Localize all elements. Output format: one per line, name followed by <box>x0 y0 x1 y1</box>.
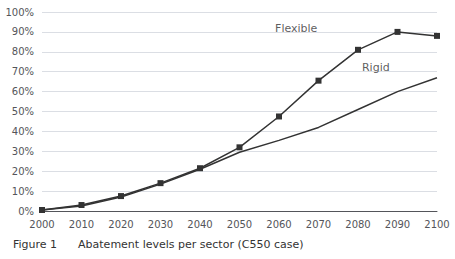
svg-text:40%: 40% <box>12 126 34 137</box>
svg-text:2060: 2060 <box>266 219 291 230</box>
svg-text:2010: 2010 <box>69 219 94 230</box>
svg-text:Rigid: Rigid <box>362 61 390 74</box>
svg-text:10%: 10% <box>12 186 34 197</box>
svg-text:2080: 2080 <box>345 219 370 230</box>
svg-text:Figure 1 Abatement levels: Figure 1 Abatement levels per sector (C5… <box>13 238 303 251</box>
svg-text:2000: 2000 <box>29 219 54 230</box>
svg-text:2100: 2100 <box>424 219 449 230</box>
svg-text:2070: 2070 <box>306 219 331 230</box>
svg-text:100%: 100% <box>5 7 34 18</box>
svg-text:2090: 2090 <box>385 219 410 230</box>
svg-text:Flexible: Flexible <box>275 22 318 35</box>
svg-text:2040: 2040 <box>187 219 212 230</box>
svg-text:2020: 2020 <box>108 219 133 230</box>
svg-text:80%: 80% <box>12 46 34 57</box>
svg-text:90%: 90% <box>12 26 34 37</box>
svg-text:50%: 50% <box>12 106 34 117</box>
svg-text:30%: 30% <box>12 146 34 157</box>
svg-text:70%: 70% <box>12 66 34 77</box>
svg-text:20%: 20% <box>12 166 34 177</box>
svg-text:2030: 2030 <box>148 219 173 230</box>
svg-text:60%: 60% <box>12 86 34 97</box>
svg-text:0%: 0% <box>18 206 34 217</box>
svg-text:2050: 2050 <box>227 219 252 230</box>
